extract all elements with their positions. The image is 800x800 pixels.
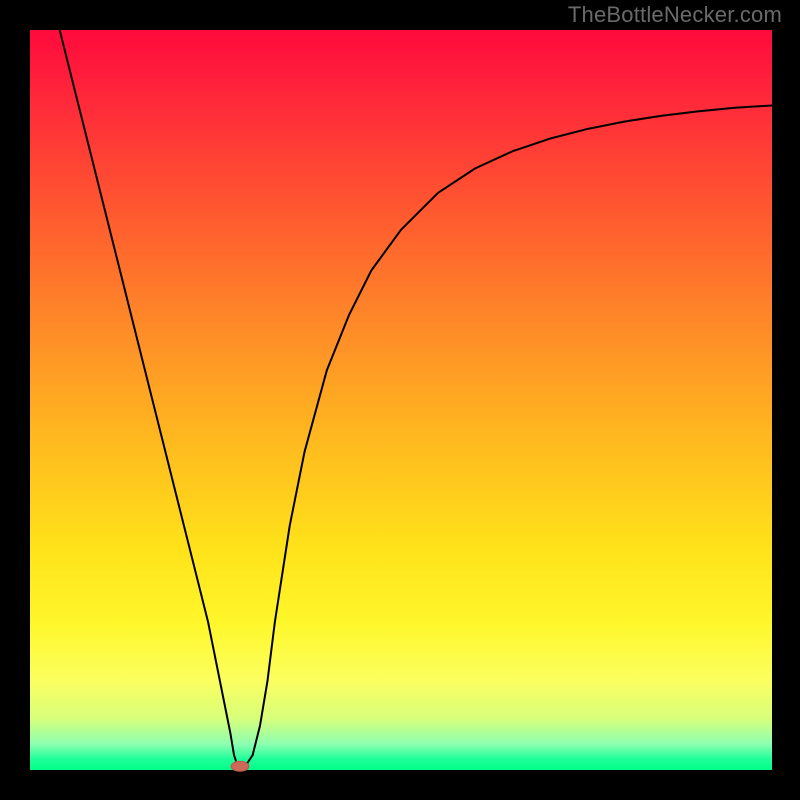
minimum-marker <box>231 761 249 771</box>
chart-svg <box>0 0 800 800</box>
plot-background <box>30 30 772 770</box>
attribution-text: TheBottleNecker.com <box>568 2 782 28</box>
chart-canvas <box>0 0 800 800</box>
